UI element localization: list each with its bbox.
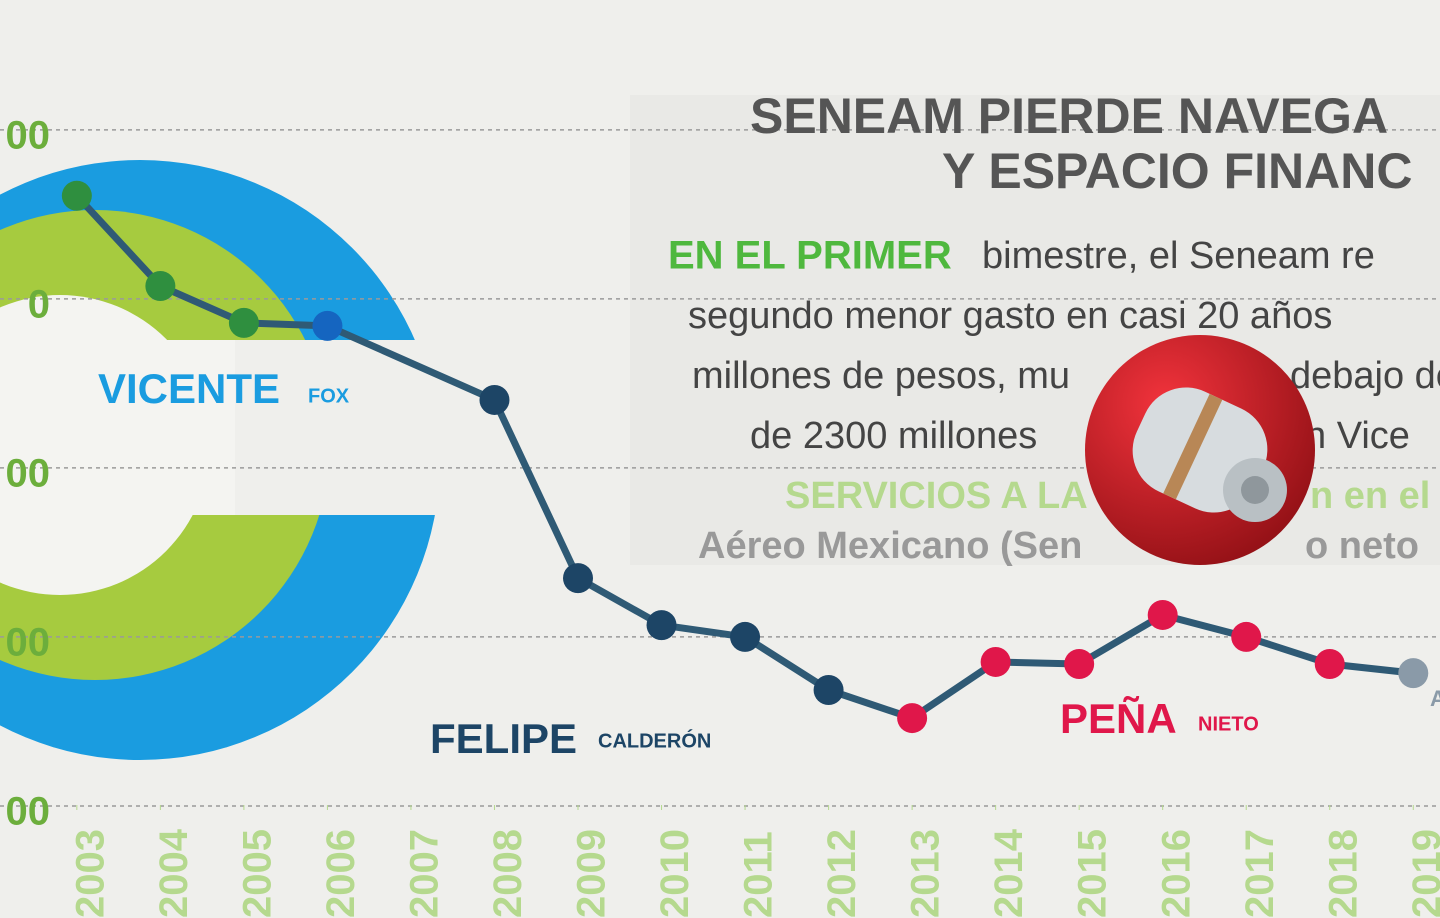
line	[74, 193, 1414, 722]
x-tick-label: 2011	[737, 831, 781, 918]
x-tick-label: 2003	[68, 829, 112, 918]
y-tick-label: 00	[6, 113, 51, 157]
president-last-name: NIETO	[1198, 713, 1259, 735]
newspaper-icon	[1085, 335, 1315, 565]
x-tick-label: 2012	[820, 829, 864, 918]
x-tick-label: 2007	[403, 829, 447, 918]
point	[1064, 648, 1095, 679]
body-text: n Vice	[1305, 415, 1410, 457]
subtitle: Y ESPACIO FINANC	[942, 143, 1412, 199]
roll-core	[1241, 476, 1269, 504]
body-text: SERVICIOS A LA	[785, 475, 1088, 517]
point	[730, 621, 761, 652]
point	[312, 310, 343, 341]
x-tick-label: 2017	[1238, 829, 1282, 918]
president-last-name: FOX	[308, 385, 350, 407]
x-tick-label: 2004	[152, 828, 196, 918]
point	[1398, 658, 1429, 689]
x-tick-label: 2005	[235, 829, 279, 918]
point	[1231, 621, 1262, 652]
x-tick-label: 2018	[1321, 829, 1365, 918]
plot	[61, 180, 1429, 734]
point	[479, 384, 510, 415]
body-text: segundo menor gasto en casi 20 años	[688, 295, 1332, 337]
x-tick-label: 2008	[486, 829, 530, 918]
x-tick-label: 2014	[987, 828, 1031, 918]
x-tick-label: 2006	[319, 829, 363, 918]
body-lead: EN EL PRIMER	[668, 234, 952, 278]
x-tick-label: 2013	[904, 829, 948, 918]
x-tick-label: 2019	[1405, 829, 1440, 918]
point	[228, 307, 259, 338]
ring-gap-inner	[0, 340, 235, 515]
president-first-name: PEÑA	[1060, 695, 1177, 742]
y-tick-label: 00	[6, 790, 51, 834]
body-text: o neto	[1305, 525, 1419, 567]
body-text: n en el	[1310, 475, 1430, 517]
president-last-name: CALDERÓN	[598, 728, 711, 752]
point	[646, 610, 677, 641]
y-tick-label: 00	[6, 451, 51, 495]
point	[61, 180, 92, 211]
president-first-name: VICENTE	[98, 365, 280, 412]
point	[1147, 599, 1178, 630]
y-tick-label: 00	[6, 620, 51, 664]
point	[563, 563, 594, 594]
x-tick-label: 2010	[653, 829, 697, 918]
point	[145, 271, 176, 302]
x-tick-label: 2016	[1154, 829, 1198, 918]
president-first-name: FELIPE	[430, 715, 577, 762]
title: SENEAM PIERDE NAVEGA	[750, 88, 1388, 144]
point	[980, 646, 1011, 677]
point	[1314, 648, 1345, 679]
point	[897, 703, 928, 734]
y-tick-label: 0	[28, 282, 50, 326]
body-text: de 2300 millones	[750, 415, 1037, 457]
body-text: debajo de	[1290, 355, 1440, 397]
body-text: Aéreo Mexicano (Sen	[698, 525, 1082, 567]
edge-label: A	[1430, 686, 1440, 711]
body-text: bimestre, el Seneam re	[982, 235, 1375, 277]
body-text: millones de pesos, mu	[692, 355, 1070, 397]
rubber-band	[1163, 393, 1223, 500]
point	[813, 675, 844, 706]
x-tick-label: 2009	[570, 829, 614, 918]
x-tick-label: 2015	[1071, 829, 1115, 918]
